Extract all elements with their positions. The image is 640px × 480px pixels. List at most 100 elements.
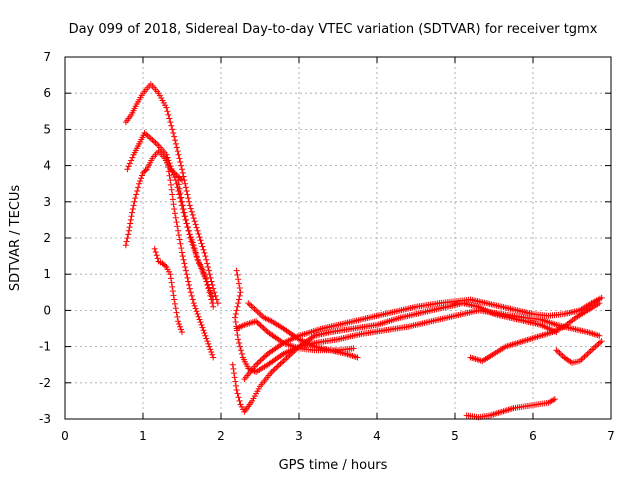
x-tick-label: 3 — [295, 429, 303, 443]
data-point — [263, 352, 270, 359]
data-point — [236, 284, 243, 291]
data-point — [166, 115, 173, 122]
y-tick-label: -3 — [39, 412, 51, 426]
x-tick-label: 2 — [217, 429, 225, 443]
data-point — [176, 320, 183, 327]
data-point — [130, 202, 137, 209]
data-point — [200, 327, 207, 334]
data-point — [261, 353, 268, 360]
data-point — [206, 271, 213, 278]
data-point — [261, 326, 268, 333]
data-point — [174, 223, 181, 230]
x-tick-label: 1 — [139, 429, 147, 443]
data-point — [178, 194, 185, 201]
data-point — [167, 181, 174, 188]
data-point — [163, 155, 170, 162]
data-point — [276, 362, 283, 369]
data-point — [166, 172, 173, 179]
data-point — [274, 363, 281, 370]
data-point — [168, 186, 175, 193]
data-point — [596, 300, 603, 307]
data-point — [184, 224, 191, 231]
data-point — [179, 253, 186, 260]
data-point — [175, 177, 182, 184]
y-tick-label: -2 — [39, 376, 51, 390]
data-point — [123, 238, 130, 245]
data-point — [256, 310, 263, 317]
data-point — [206, 343, 213, 350]
data-point — [232, 382, 239, 389]
data-point — [169, 126, 176, 133]
data-point — [199, 243, 206, 250]
data-point — [136, 180, 143, 187]
data-point — [170, 130, 177, 137]
data-point — [258, 323, 265, 330]
data-point — [200, 246, 207, 253]
data-point — [179, 198, 185, 205]
data-point — [204, 260, 211, 267]
data-point — [237, 347, 244, 354]
data-point — [198, 263, 205, 270]
data-point — [207, 346, 214, 353]
data-point — [210, 354, 217, 361]
data-point — [125, 163, 132, 170]
data-point — [277, 360, 284, 367]
series-arc-3 — [122, 148, 185, 249]
y-tick-label: 5 — [43, 122, 51, 136]
data-point — [171, 133, 178, 140]
data-point — [125, 231, 132, 238]
data-point — [176, 155, 183, 162]
data-point — [185, 195, 192, 202]
data-point — [191, 302, 198, 309]
data-point — [171, 300, 178, 307]
data-point — [146, 134, 153, 141]
data-point — [171, 210, 178, 217]
data-point — [131, 198, 138, 205]
data-point — [125, 227, 132, 234]
data-point — [186, 198, 193, 205]
data-point — [190, 300, 197, 307]
data-point — [205, 340, 212, 347]
data-point — [235, 280, 242, 287]
data-points — [122, 81, 605, 421]
data-point — [126, 160, 133, 167]
data-point — [201, 272, 208, 279]
data-point — [129, 154, 136, 161]
data-point — [169, 283, 176, 290]
series-arc-5 — [163, 155, 217, 361]
data-point — [197, 237, 204, 244]
data-point — [163, 104, 170, 111]
data-point — [195, 313, 202, 320]
data-point — [232, 314, 239, 321]
data-point — [185, 278, 192, 285]
data-point — [583, 352, 590, 359]
data-point — [201, 249, 208, 256]
data-point — [126, 224, 133, 231]
data-point — [581, 353, 588, 360]
data-point — [230, 365, 237, 372]
data-point — [183, 187, 190, 194]
data-point — [172, 214, 179, 221]
x-tick-label: 5 — [451, 429, 459, 443]
data-point — [285, 353, 292, 360]
data-point — [179, 329, 185, 336]
data-point — [256, 320, 263, 327]
data-point — [172, 305, 179, 312]
y-tick-label: 3 — [43, 195, 51, 209]
data-point — [168, 122, 175, 129]
plot-frame — [64, 56, 612, 420]
data-point — [133, 191, 140, 198]
data-point — [175, 232, 182, 239]
data-point — [245, 300, 252, 307]
y-axis-label: SDTVAR / TECUs — [8, 185, 23, 292]
data-point — [248, 303, 255, 310]
data-point — [167, 271, 174, 278]
series-arc-14 — [463, 396, 558, 421]
data-point — [188, 292, 195, 299]
data-point — [256, 358, 263, 365]
data-point — [584, 350, 591, 357]
data-point — [579, 355, 586, 362]
data-point — [208, 296, 215, 303]
data-point — [177, 323, 184, 330]
data-point — [177, 195, 184, 202]
